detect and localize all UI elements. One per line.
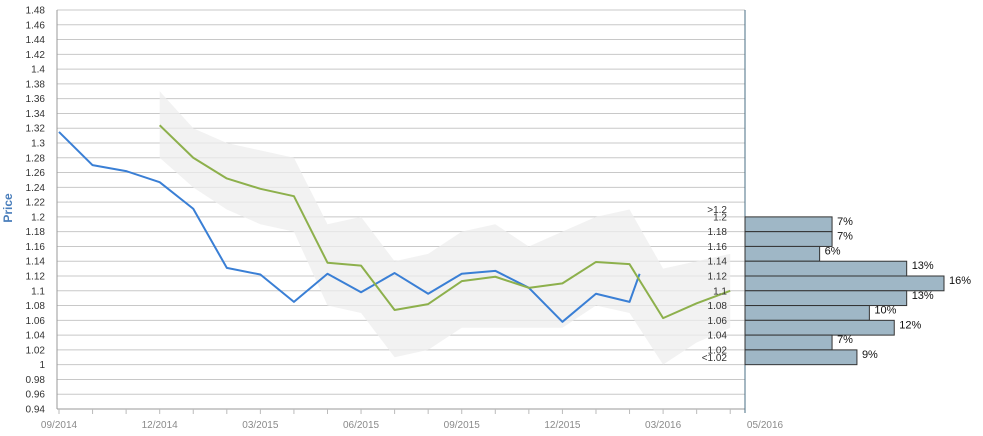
y-tick-label: 1.1 bbox=[31, 286, 45, 297]
y-tick-label: 1.32 bbox=[26, 124, 46, 135]
histogram-percent-label: 12% bbox=[899, 319, 921, 331]
forecast-confidence-band bbox=[159, 91, 731, 365]
histogram-bar bbox=[744, 349, 858, 366]
y-tick-label: 1.3 bbox=[31, 139, 45, 150]
histogram-percent-label: 7% bbox=[837, 216, 853, 228]
y-tick-label: 1 bbox=[39, 360, 45, 371]
y-tick-label: 1.12 bbox=[26, 272, 46, 283]
x-tick-label: 03/2015 bbox=[242, 420, 279, 431]
y-tick-label: 1.22 bbox=[26, 198, 46, 209]
forecast-price-line bbox=[158, 124, 731, 320]
x-tick-label: 03/2016 bbox=[645, 420, 682, 431]
y-tick-label: 1.44 bbox=[26, 35, 46, 46]
histogram-percent-label: 7% bbox=[837, 231, 853, 243]
histogram-percent-label: 6% bbox=[825, 245, 841, 257]
histogram-bin-label: 1.2 bbox=[713, 212, 727, 223]
histogram-percent-label: 9% bbox=[862, 349, 878, 361]
histogram-percent-label: 13% bbox=[912, 290, 934, 302]
y-tick-label: 1.08 bbox=[26, 301, 46, 312]
histogram-percent-label: 10% bbox=[874, 305, 896, 317]
histogram-bin-label: >1.2 bbox=[707, 205, 727, 216]
histogram-bar bbox=[744, 290, 908, 307]
histogram-bar bbox=[744, 305, 870, 321]
y-tick-label: 1.28 bbox=[26, 153, 46, 164]
histogram-percent-label: 16% bbox=[949, 275, 971, 287]
y-tick-label: 1.06 bbox=[26, 316, 46, 327]
histogram-bar bbox=[744, 216, 833, 233]
y-tick-label: 1.2 bbox=[31, 212, 45, 223]
y-tick-label: 1.14 bbox=[26, 257, 46, 268]
y-tick-label: 1.24 bbox=[26, 183, 46, 194]
y-axis-label: Price bbox=[1, 193, 15, 223]
histogram-bin-label: 1.06 bbox=[708, 316, 728, 327]
x-tick-label: 05/2016 bbox=[747, 420, 784, 431]
x-tick-label: 06/2015 bbox=[343, 420, 380, 431]
y-tick-label: 1.34 bbox=[26, 109, 46, 120]
y-tick-label: 1.38 bbox=[26, 79, 46, 90]
distribution-histogram: >1.21.2 1.18 1.16 1.14 1.12 1.1 1.08 1.06 1.04 1.… bbox=[702, 205, 971, 366]
histogram-bin-label: <1.02 bbox=[702, 353, 728, 364]
y-tick-label: 1.16 bbox=[26, 242, 46, 253]
histogram-bin-label: 1.18 bbox=[708, 227, 728, 238]
histogram-bar bbox=[744, 260, 908, 277]
y-tick-label: 1.26 bbox=[26, 168, 46, 179]
x-tick-label: 12/2015 bbox=[544, 420, 581, 431]
x-axis-ticks: 09/2014 12/2014 03/2015 06/2015 09/2015 12/20… bbox=[41, 409, 784, 431]
y-tick-label: 1.42 bbox=[26, 50, 46, 61]
y-tick-label: 0.94 bbox=[26, 405, 46, 416]
y-tick-label: 1.46 bbox=[26, 20, 46, 31]
y-tick-label: 0.96 bbox=[26, 390, 46, 401]
x-tick-label: 09/2014 bbox=[41, 420, 78, 431]
actual-price-line bbox=[58, 131, 641, 323]
y-tick-label: 1.48 bbox=[26, 6, 46, 17]
histogram-percent-label: 13% bbox=[912, 260, 934, 272]
y-tick-label: 1.4 bbox=[31, 65, 45, 76]
histogram-bin-label: 1.04 bbox=[708, 331, 728, 342]
y-tick-label: 1.36 bbox=[26, 94, 46, 105]
x-tick-label: 12/2014 bbox=[142, 420, 179, 431]
y-axis-ticks: 1.48 1.46 1.44 1.42 1.4 1.38 1.36 1.34 1.32 1.3 1.… bbox=[26, 6, 46, 416]
x-tick-label: 09/2015 bbox=[444, 420, 481, 431]
histogram-bar bbox=[744, 334, 833, 351]
histogram-percent-label: 7% bbox=[837, 334, 853, 346]
histogram-bin-label: 1.14 bbox=[708, 257, 728, 268]
series-lines bbox=[58, 124, 731, 323]
y-tick-label: 1.18 bbox=[26, 227, 46, 238]
y-tick-label: 0.98 bbox=[26, 375, 46, 386]
histogram-bin-label: 1.08 bbox=[708, 301, 728, 312]
histogram-bar bbox=[744, 245, 821, 262]
y-tick-label: 1.02 bbox=[26, 345, 46, 356]
histogram-bar bbox=[744, 319, 895, 336]
histogram-bin-label: 1.1 bbox=[713, 286, 727, 297]
histogram-bar bbox=[744, 231, 833, 247]
histogram-bin-label: 1.16 bbox=[708, 242, 728, 253]
histogram-bar bbox=[744, 275, 945, 292]
histogram-bin-label: 1.12 bbox=[708, 272, 728, 283]
confidence-band-area bbox=[159, 91, 731, 365]
y-tick-label: 1.04 bbox=[26, 331, 46, 342]
histogram-bin-label: 1.02 bbox=[708, 345, 728, 356]
